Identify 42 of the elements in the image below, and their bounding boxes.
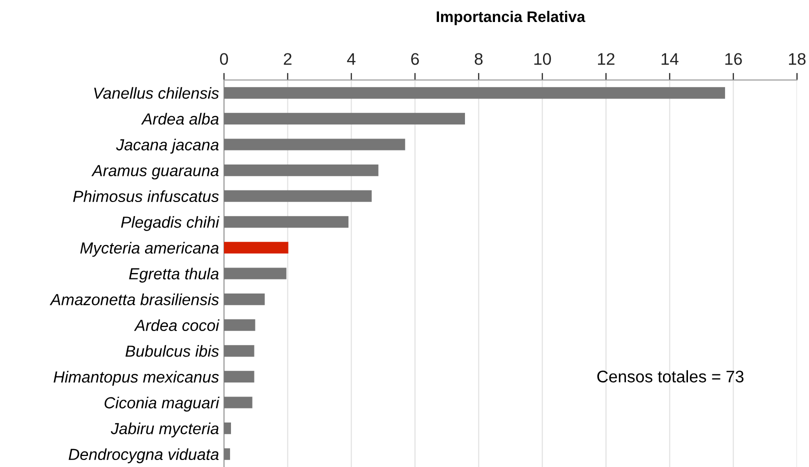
- bar: [224, 216, 348, 228]
- y-tick-label: Mycteria americana: [80, 242, 219, 257]
- x-tick-label: 0: [220, 53, 228, 65]
- y-tick-label: Jabiru mycteria: [110, 422, 219, 438]
- x-tick-label: 14: [662, 53, 678, 65]
- y-tick-label: Plegadis chihi: [121, 216, 220, 231]
- bar: [224, 319, 256, 331]
- bar: [224, 242, 288, 254]
- chart-title: Importancia Relativa: [436, 10, 586, 26]
- bar: [224, 448, 230, 460]
- y-tick-label: Ardea cocoi: [134, 319, 220, 332]
- bar: [224, 268, 286, 280]
- y-tick-label: Egretta thula: [129, 268, 219, 283]
- y-tick-label: Himantopus mexicanus: [54, 370, 219, 386]
- bar: [224, 190, 372, 202]
- y-tick-label: Ciconia maguari: [104, 396, 220, 412]
- bar: [224, 422, 232, 434]
- x-tick-label: 4: [347, 53, 356, 65]
- bar: [224, 396, 252, 408]
- y-tick-label: Ardea alba: [141, 112, 219, 125]
- bar: [224, 87, 726, 99]
- y-tick-label: Dendrocygna viduata: [68, 448, 219, 464]
- bar: [224, 370, 254, 383]
- bar: [224, 164, 378, 176]
- x-tick-label: 8: [474, 53, 483, 65]
- x-tick-label: 16: [725, 53, 742, 65]
- annotation: Censos totales = 73: [597, 370, 744, 382]
- x-tick-label: 10: [534, 53, 551, 65]
- y-tick-label: Aramus guarauna: [91, 165, 219, 180]
- y-tick-label: Bubulcus ibis: [126, 345, 219, 357]
- bar: [224, 112, 465, 125]
- x-tick-label: 6: [411, 53, 419, 65]
- x-tick-label: 18: [789, 53, 806, 65]
- x-tick-label: 2: [284, 53, 292, 65]
- y-tick-label: Vanellus chilensis: [94, 87, 219, 99]
- bar: [224, 345, 254, 357]
- x-tick-label: 12: [598, 53, 614, 65]
- y-tick-label: Amazonetta brasiliensis: [50, 294, 219, 306]
- y-tick-label: Phimosus infuscatus: [73, 190, 219, 202]
- bar: [224, 293, 265, 306]
- bar: [224, 138, 406, 150]
- y-tick-label: Jacana jacana: [116, 138, 219, 154]
